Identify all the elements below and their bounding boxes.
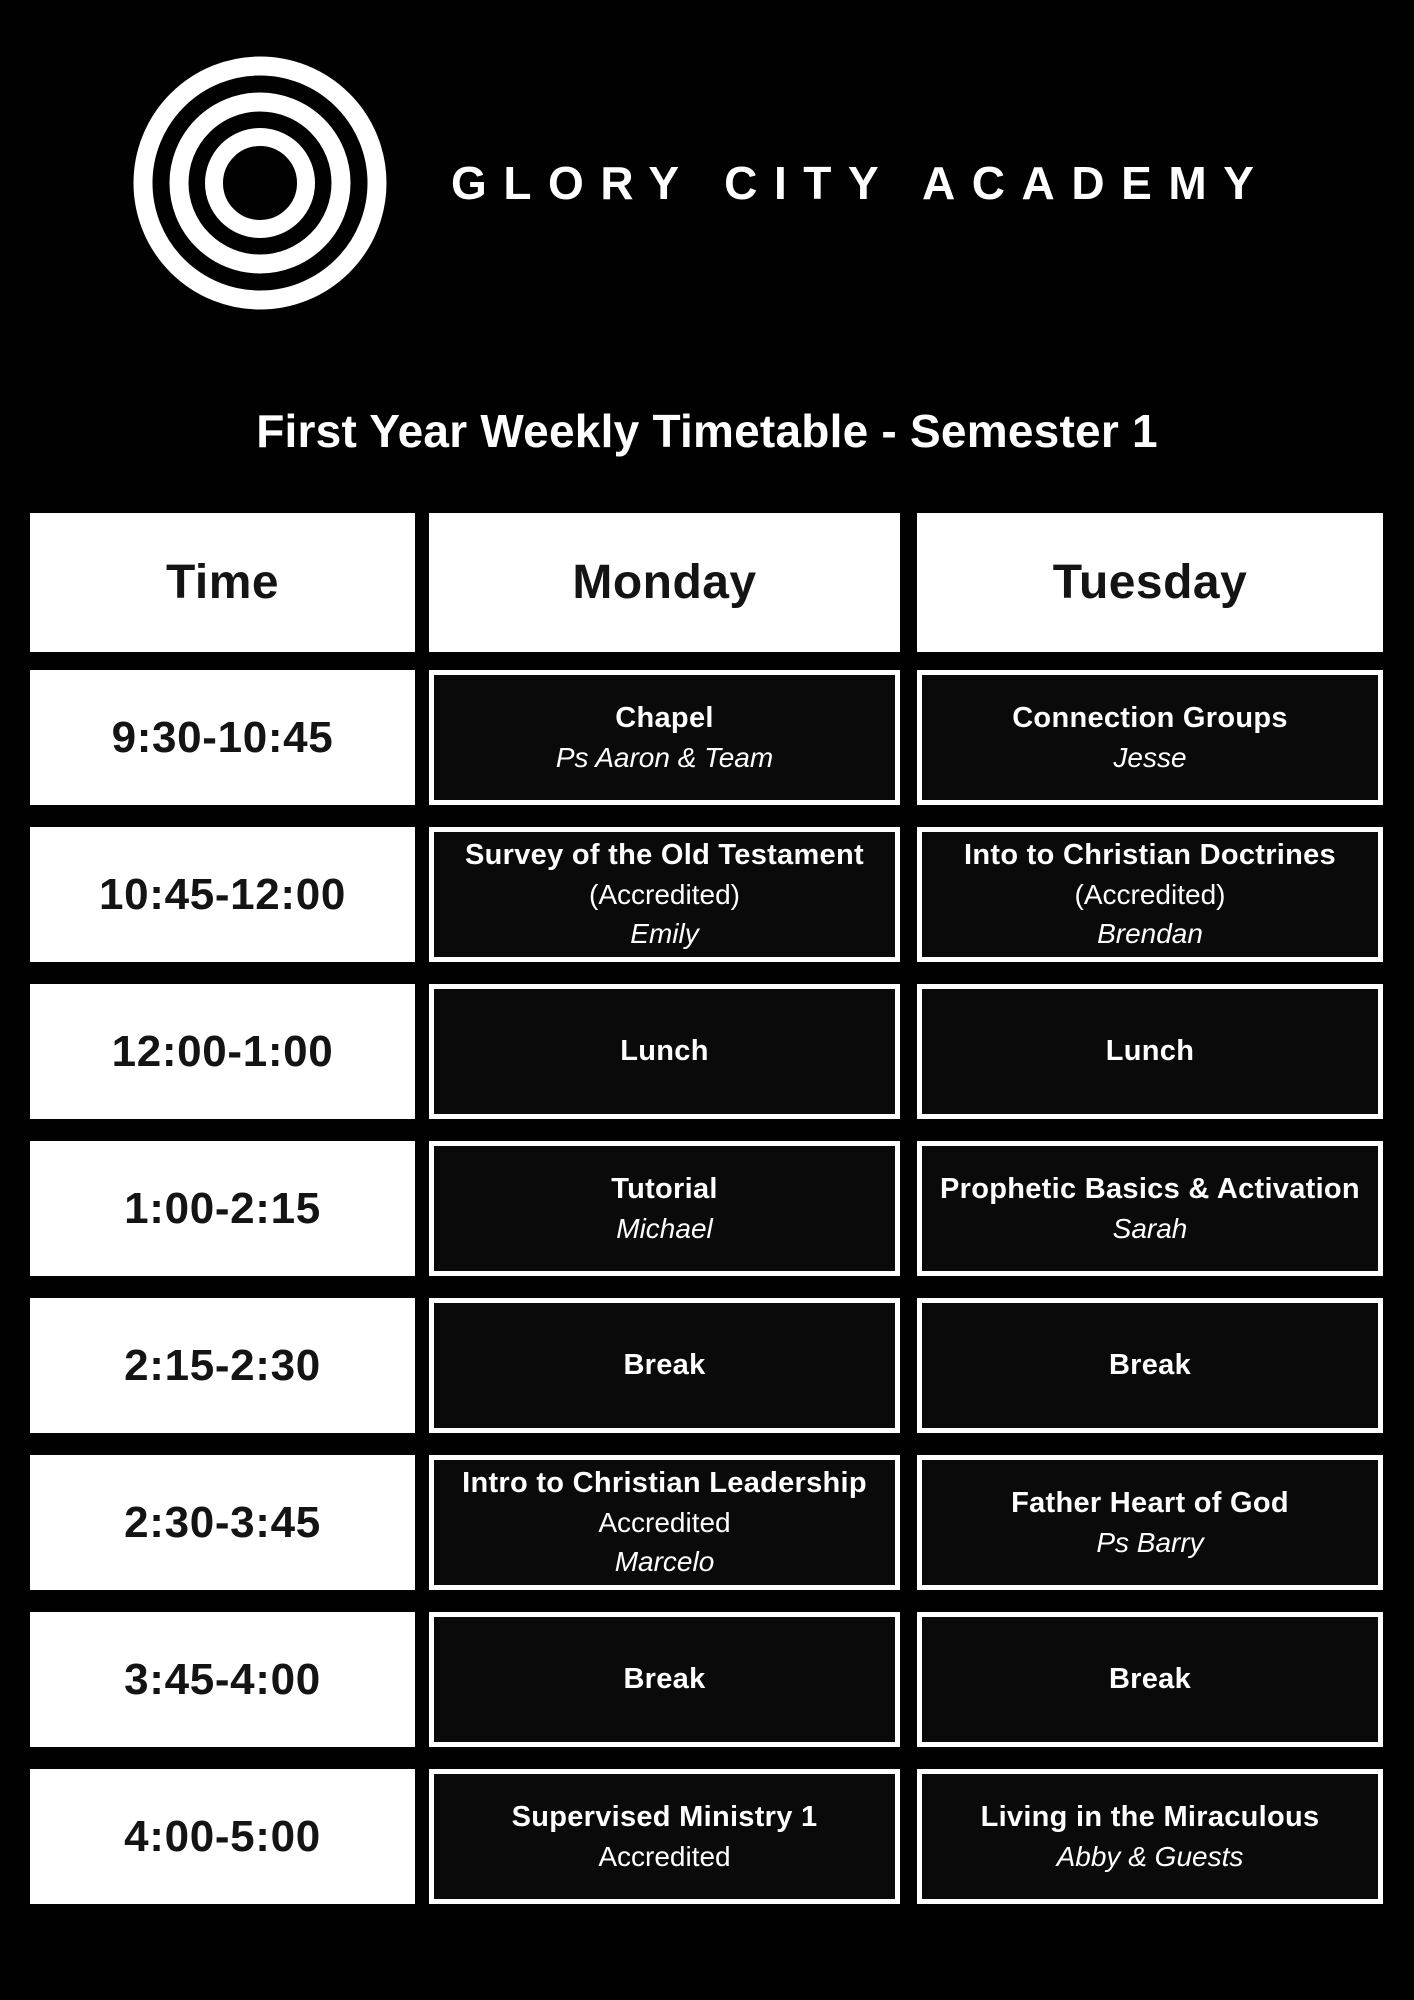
tuesday-class-cell: Break [917,1612,1383,1747]
time-cell: 2:30-3:45 [30,1455,415,1590]
page-title: First Year Weekly Timetable - Semester 1 [256,405,1158,457]
timetable-row: 10:45-12:00 Survey of the Old Testament … [30,827,1383,962]
timetable: Time Monday Tuesday 9:30-10:45 Chapel Ps… [30,513,1383,1926]
monday-class-cell: Break [429,1298,900,1433]
monday-class-cell: Lunch [429,984,900,1119]
tuesday-class-cell: Into to Christian Doctrines (Accredited)… [917,827,1383,962]
class-title: Break [623,1663,706,1695]
tuesday-class-cell: Father Heart of God Ps Barry [917,1455,1383,1590]
time-cell: 10:45-12:00 [30,827,415,962]
class-teacher: Abby & Guests [1056,1840,1244,1872]
class-title: Intro to Christian Leadership [462,1467,867,1499]
timetable-row: 3:45-4:00 Break Break [30,1612,1383,1747]
time-cell: 4:00-5:00 [30,1769,415,1904]
class-title: Into to Christian Doctrines [964,839,1336,871]
timetable-header-row: Time Monday Tuesday [30,513,1383,652]
brand-header: GLORY CITY ACADEMY [133,56,1270,310]
class-teacher: Brendan [1097,918,1203,949]
class-teacher: Sarah [1112,1212,1188,1244]
time-cell: 1:00-2:15 [30,1141,415,1276]
class-title: Connection Groups [1012,701,1288,734]
monday-class-cell: Chapel Ps Aaron & Team [429,670,900,805]
tuesday-class-cell: Living in the Miraculous Abby & Guests [917,1769,1383,1904]
timetable-row: 4:00-5:00 Supervised Ministry 1 Accredit… [30,1769,1383,1904]
class-title: Tutorial [611,1172,718,1205]
time-cell: 3:45-4:00 [30,1612,415,1747]
timetable-row: 2:30-3:45 Intro to Christian Leadership … [30,1455,1383,1590]
class-title: Survey of the Old Testament [465,839,864,871]
monday-class-cell: Survey of the Old Testament (Accredited)… [429,827,900,962]
timetable-row: 1:00-2:15 Tutorial Michael Prophetic Bas… [30,1141,1383,1276]
class-accreditation: Accredited [598,1507,731,1538]
monday-class-cell: Supervised Ministry 1 Accredited [429,1769,900,1904]
monday-class-cell: Break [429,1612,900,1747]
time-cell: 9:30-10:45 [30,670,415,805]
timetable-row: 9:30-10:45 Chapel Ps Aaron & Team Connec… [30,670,1383,805]
class-teacher: Michael [616,1212,713,1244]
class-title: Supervised Ministry 1 [511,1800,818,1833]
class-accreditation: Accredited [598,1840,731,1872]
time-cell: 2:15-2:30 [30,1298,415,1433]
monday-class-cell: Intro to Christian Leadership Accredited… [429,1455,900,1590]
class-title: Lunch [620,1035,709,1067]
class-title: Break [1108,1663,1192,1695]
class-title: Break [623,1349,706,1381]
brand-wordmark: GLORY CITY ACADEMY [451,157,1271,209]
class-teacher: Marcelo [614,1546,715,1577]
monday-class-cell: Tutorial Michael [429,1141,900,1276]
tuesday-class-cell: Break [917,1298,1383,1433]
class-title: Living in the Miraculous [980,1800,1320,1833]
monday-column-header: Monday [429,513,900,652]
class-accreditation: (Accredited) [1074,879,1226,910]
class-title: Father Heart of God [1011,1486,1289,1519]
timetable-row: 2:15-2:30 Break Break [30,1298,1383,1433]
timetable-row: 12:00-1:00 Lunch Lunch [30,984,1383,1119]
class-title: Chapel [615,701,714,734]
class-title: Prophetic Basics & Activation [940,1172,1360,1205]
class-title: Lunch [1105,1035,1195,1067]
tuesday-class-cell: Prophetic Basics & Activation Sarah [917,1141,1383,1276]
tuesday-class-cell: Connection Groups Jesse [917,670,1383,805]
class-teacher: Emily [630,918,699,949]
tuesday-column-header: Tuesday [917,513,1383,652]
time-column-header: Time [30,513,415,652]
class-teacher: Ps Aaron & Team [555,741,774,773]
class-accreditation: (Accredited) [589,879,740,910]
tuesday-class-cell: Lunch [917,984,1383,1119]
class-teacher: Ps Barry [1096,1526,1204,1558]
time-cell: 12:00-1:00 [30,984,415,1119]
class-teacher: Jesse [1113,741,1187,773]
class-title: Break [1108,1349,1192,1381]
concentric-rings-logo-icon [133,56,387,310]
